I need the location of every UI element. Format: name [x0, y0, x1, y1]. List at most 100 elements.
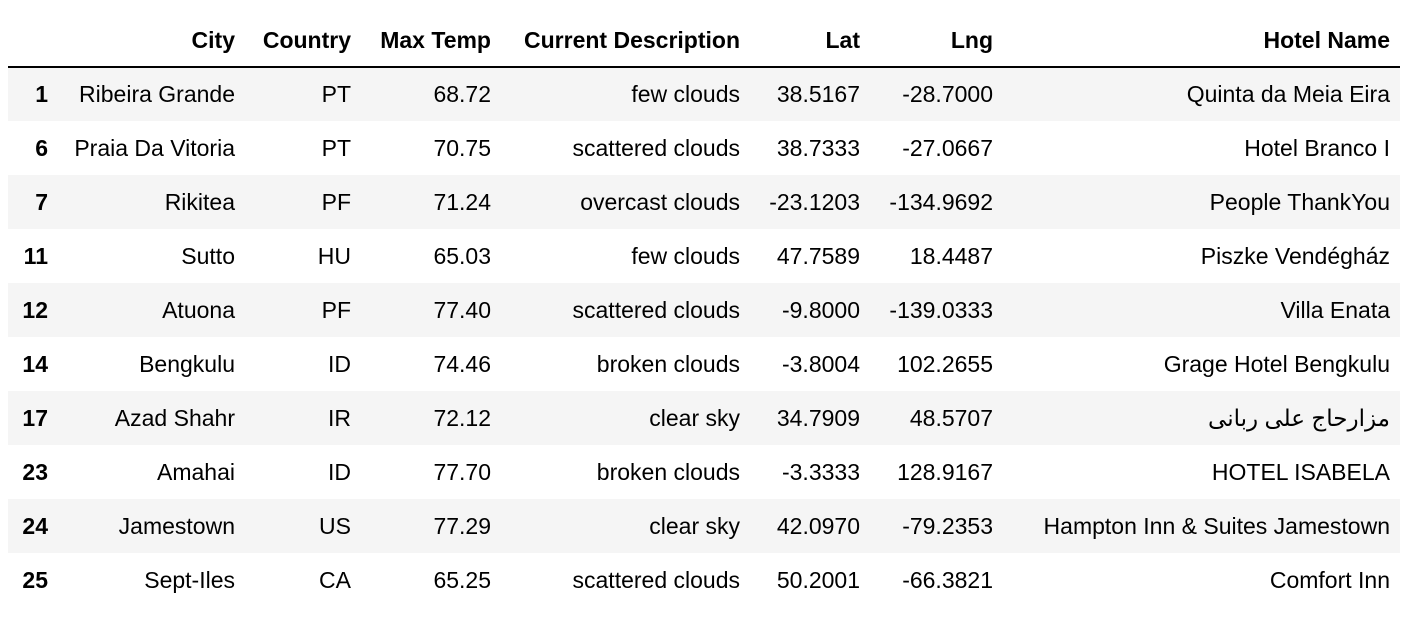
cell-hotel-name: HOTEL ISABELA [1211, 458, 1390, 485]
cell-lat: -3.8004 [781, 350, 860, 377]
cell-lng: -134.9692 [889, 188, 993, 215]
column-header-country: Country [245, 14, 361, 68]
cell-lat: 38.5167 [776, 81, 860, 107]
cell-current-description: scattered clouds [572, 134, 740, 161]
column-header-hotel-name: Hotel Name [1003, 14, 1400, 68]
row-index: 24 [22, 512, 48, 539]
row-index: 25 [22, 566, 48, 593]
table-header: City Country Max Temp Current Descriptio… [8, 14, 1400, 68]
table-row: 12 Atuona PF 77.40 scattered clouds -9.8000 -1… [8, 283, 1400, 337]
cell-lng: -28.7000 [902, 81, 993, 107]
cell-max-temp: 71.24 [433, 188, 491, 215]
cell-lng: -27.0667 [902, 134, 993, 161]
row-index: 7 [35, 188, 48, 215]
table-row: 6 Praia Da Vitoria PT 70.75 scattered clouds… [8, 121, 1400, 175]
cell-country: HU [317, 242, 351, 269]
cell-lng: 18.4487 [909, 242, 993, 269]
cell-hotel-name: Hampton Inn & Suites Jamestown [1043, 512, 1390, 539]
cell-city: Atuona [162, 296, 235, 323]
hotel-dataframe-table: City Country Max Temp Current Descriptio… [8, 14, 1400, 607]
cell-lng: -79.2353 [902, 512, 993, 539]
row-index: 23 [22, 458, 48, 485]
cell-city: Sept-Iles [144, 566, 235, 593]
cell-country: ID [328, 458, 351, 485]
cell-city: Bengkulu [139, 350, 235, 377]
table-row: 1 Ribeira Grande PT 68.72 few clouds 38.5167 -… [8, 67, 1400, 121]
table-row: 25 Sept-Iles CA 65.25 scattered clouds 50.200… [8, 553, 1400, 607]
table-row: 23 Amahai ID 77.70 broken clouds -3.3333 128.9… [8, 445, 1400, 499]
row-index: 14 [22, 350, 48, 377]
cell-hotel-name: Villa Enata [1280, 296, 1390, 323]
cell-city: Praia Da Vitoria [74, 134, 235, 161]
cell-country: CA [319, 566, 351, 593]
cell-max-temp: 70.75 [433, 134, 491, 161]
column-header-lat: Lat [750, 14, 870, 68]
cell-country: IR [328, 404, 351, 431]
cell-current-description: overcast clouds [580, 188, 740, 215]
row-index: 12 [22, 296, 48, 323]
header-row: City Country Max Temp Current Descriptio… [8, 14, 1400, 68]
cell-country: PT [321, 81, 351, 107]
cell-current-description: scattered clouds [572, 566, 740, 593]
cell-lng: 102.2655 [897, 350, 993, 377]
cell-country: US [319, 512, 351, 539]
cell-max-temp: 77.40 [433, 296, 491, 323]
cell-current-description: broken clouds [596, 458, 740, 485]
cell-current-description: scattered clouds [572, 296, 740, 323]
cell-hotel-name: Piszke Vendégház [1200, 242, 1390, 269]
cell-lat: -3.3333 [781, 458, 860, 485]
cell-hotel-name: Grage Hotel Bengkulu [1163, 350, 1390, 377]
cell-current-description: clear sky [649, 404, 740, 431]
cell-lat: 38.7333 [776, 134, 860, 161]
column-header-city: City [58, 14, 245, 68]
cell-city: Rikitea [164, 188, 235, 215]
cell-lat: -9.8000 [781, 296, 860, 323]
cell-lng: -66.3821 [902, 566, 993, 593]
cell-lng: 128.9167 [897, 458, 993, 485]
index-header [8, 14, 58, 68]
cell-city: Jamestown [118, 512, 235, 539]
table-row: 11 Sutto HU 65.03 few clouds 47.7589 18.4487 Pi… [8, 229, 1400, 283]
cell-city: Ribeira Grande [79, 81, 235, 107]
cell-hotel-name: Quinta da Meia Eira [1186, 81, 1390, 107]
cell-max-temp: 68.72 [433, 81, 491, 107]
cell-hotel-name: People ThankYou [1209, 188, 1390, 215]
cell-lat: -23.1203 [769, 188, 860, 215]
cell-hotel-name: Hotel Branco I [1244, 134, 1390, 161]
cell-current-description: few clouds [631, 242, 740, 269]
table-row: 17 Azad Shahr IR 72.12 clear sky 34.7909 48.57… [8, 391, 1400, 445]
table-row: 7 Rikitea PF 71.24 overcast clouds -23.1203 -1… [8, 175, 1400, 229]
cell-max-temp: 65.25 [433, 566, 491, 593]
cell-lat: 42.0970 [776, 512, 860, 539]
cell-country: ID [328, 350, 351, 377]
cell-country: PF [321, 188, 351, 215]
cell-current-description: broken clouds [596, 350, 740, 377]
cell-max-temp: 77.70 [433, 458, 491, 485]
cell-city: Sutto [181, 242, 235, 269]
table-row: 14 Bengkulu ID 74.46 broken clouds -3.8004 102… [8, 337, 1400, 391]
column-header-max-temp: Max Temp [361, 14, 501, 68]
cell-lng: 48.5707 [909, 404, 993, 431]
row-index: 1 [35, 81, 48, 107]
cell-max-temp: 77.29 [433, 512, 491, 539]
cell-country: PT [321, 134, 351, 161]
cell-lng: -139.0333 [889, 296, 993, 323]
table-row: 24 Jamestown US 77.29 clear sky 42.0970 -79.23… [8, 499, 1400, 553]
cell-hotel-name: مزارحاج علی ربانی [1208, 404, 1390, 431]
column-header-current-description: Current Description [501, 14, 750, 68]
cell-lat: 50.2001 [776, 566, 860, 593]
cell-current-description: few clouds [631, 81, 740, 107]
cell-lat: 34.7909 [776, 404, 860, 431]
cell-country: PF [321, 296, 351, 323]
dataframe-output: City Country Max Temp Current Descriptio… [8, 14, 1400, 607]
cell-max-temp: 65.03 [433, 242, 491, 269]
cell-city: Amahai [157, 458, 235, 485]
cell-max-temp: 74.46 [433, 350, 491, 377]
row-index: 17 [22, 404, 48, 431]
row-index: 6 [35, 134, 48, 161]
table-body: 1 Ribeira Grande PT 68.72 few clouds 38.5167 -… [8, 67, 1400, 607]
cell-max-temp: 72.12 [433, 404, 491, 431]
cell-lat: 47.7589 [776, 242, 860, 269]
row-index: 11 [23, 242, 48, 269]
column-header-lng: Lng [870, 14, 1003, 68]
